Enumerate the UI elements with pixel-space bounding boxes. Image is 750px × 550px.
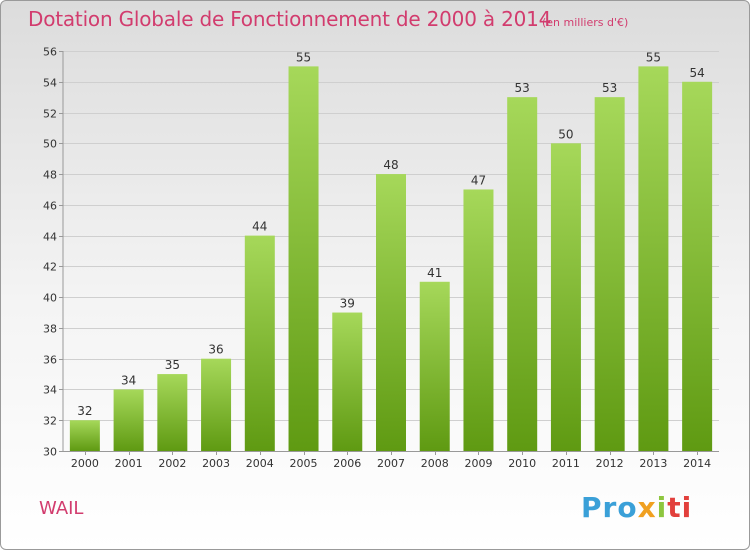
bar-2006: [332, 312, 363, 451]
x-tick-label: 2010: [508, 457, 536, 470]
proxiti-logo: Proxiti: [581, 491, 692, 524]
data-label-2011: 50: [558, 127, 573, 141]
bar-2011: [550, 143, 581, 452]
chart-subtitle: (en milliers d'€): [542, 16, 629, 29]
y-tick-label: 36: [43, 354, 57, 367]
bar-2005: [288, 66, 319, 451]
bar-2010: [507, 97, 538, 452]
data-label-2008: 41: [427, 266, 442, 280]
data-label-2005: 55: [296, 50, 311, 64]
bar-2002: [157, 374, 188, 451]
x-tick-label: 2013: [639, 457, 667, 470]
x-tick-label: 2009: [464, 457, 492, 470]
data-label-2000: 32: [77, 404, 92, 418]
data-labels: 32 34 35 36 44 55 39 48 41 47 53 50 53 55 54: [77, 50, 705, 418]
y-tick-label: 34: [43, 384, 57, 397]
logo-part-3: i: [656, 491, 668, 524]
y-tick-label: 44: [43, 231, 57, 244]
y-tick-label: 32: [43, 415, 57, 428]
bar-2003: [201, 358, 232, 451]
y-tick-label: 40: [43, 292, 57, 305]
logo-part-4: ti: [667, 491, 693, 524]
y-tick-label: 38: [43, 323, 57, 336]
y-tick-label: 42: [43, 261, 57, 274]
y-tick-label: 52: [43, 108, 57, 121]
y-tick-label: 48: [43, 169, 57, 182]
y-tick-label: 30: [43, 446, 57, 459]
x-tick-label: 2008: [421, 457, 449, 470]
bar-2009: [463, 189, 494, 451]
x-tick-label: 2012: [596, 457, 624, 470]
data-label-2009: 47: [471, 173, 486, 187]
bar-2001: [113, 389, 144, 451]
x-tick-label: 2001: [115, 457, 143, 470]
x-tick-label: 2002: [158, 457, 186, 470]
y-axis: 30 32 34 36 38 40 42 44 46 48 50 52 54 56: [43, 46, 64, 459]
x-tick-label: 2005: [290, 457, 318, 470]
bar-2008: [419, 281, 450, 451]
x-tick-label: 2003: [202, 457, 230, 470]
x-axis: 2000 2001 2002 2003 2004 2005 2006 2007 2008 2009…: [63, 451, 719, 470]
x-tick-label: 2004: [246, 457, 274, 470]
logo-part-1: Pro: [581, 491, 638, 524]
chart-title: Dotation Globale de Fonctionnement de 20…: [28, 7, 552, 31]
y-tick-label: 54: [43, 77, 57, 90]
data-label-2014: 54: [689, 66, 704, 80]
bar-2012: [594, 97, 625, 452]
data-label-2007: 48: [383, 158, 398, 172]
bars: [69, 66, 713, 452]
data-label-2012: 53: [602, 81, 617, 95]
data-label-2001: 34: [121, 373, 136, 387]
x-tick-label: 2000: [71, 457, 99, 470]
bar-2004: [244, 235, 275, 451]
x-tick-label: 2007: [377, 457, 405, 470]
data-label-2010: 53: [515, 81, 530, 95]
y-tick-label: 50: [43, 138, 57, 151]
y-tick-label: 46: [43, 200, 57, 213]
bar-2007: [376, 174, 406, 452]
logo-part-2: x: [637, 491, 657, 524]
bar-2013: [638, 66, 669, 451]
bar-2014: [682, 81, 713, 452]
x-tick-label: 2011: [552, 457, 580, 470]
place-name: WAIL: [39, 498, 84, 519]
x-tick-label: 2006: [333, 457, 361, 470]
data-label-2013: 55: [646, 50, 661, 64]
y-tick-label: 56: [43, 46, 57, 59]
data-label-2004: 44: [252, 220, 267, 234]
data-label-2002: 35: [165, 358, 180, 372]
x-tick-label: 2014: [683, 457, 711, 470]
data-label-2003: 36: [208, 343, 223, 357]
data-label-2006: 39: [340, 297, 355, 311]
bar-2000: [69, 420, 100, 451]
